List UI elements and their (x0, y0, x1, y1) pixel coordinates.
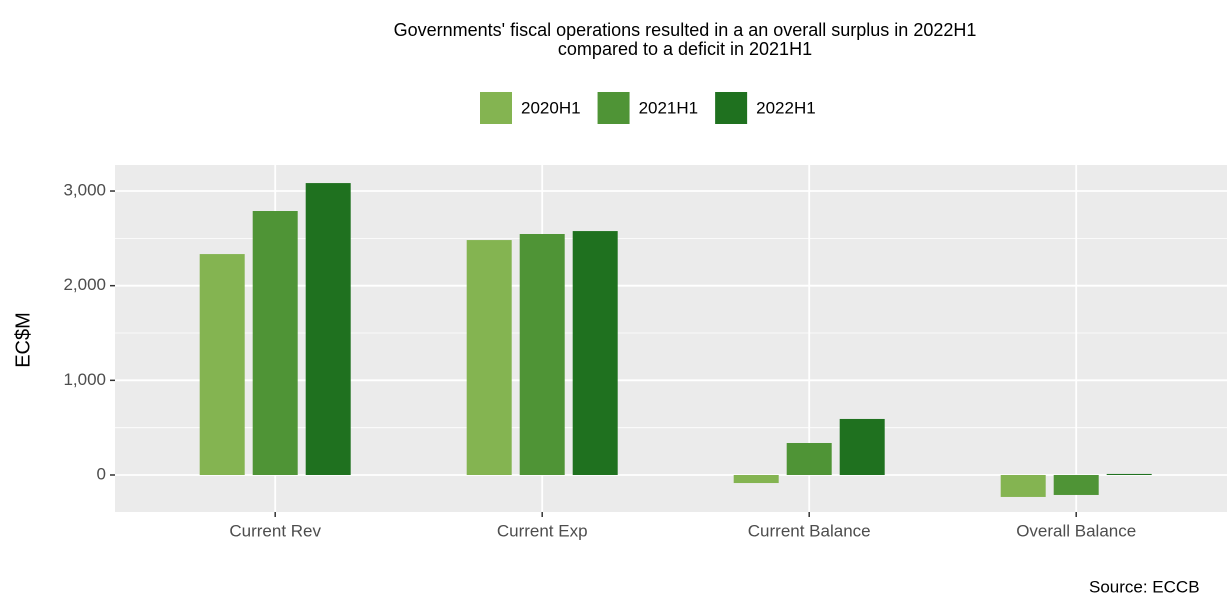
x-tick-label: Current Exp (497, 521, 588, 540)
legend-swatch (480, 92, 512, 124)
legend-swatch (715, 92, 748, 124)
bar (1053, 474, 1099, 495)
bar (199, 254, 245, 475)
bar (786, 442, 832, 475)
y-tick-label: 1,000 (63, 370, 106, 389)
bar (305, 183, 351, 475)
bar (733, 474, 779, 484)
legend-label: 2022H1 (756, 98, 816, 117)
bar (519, 234, 565, 475)
bar (466, 240, 512, 475)
legend-label: 2020H1 (521, 98, 581, 117)
bar (1106, 473, 1152, 475)
y-tick-label: 2,000 (63, 275, 106, 294)
bar (839, 418, 885, 475)
x-tick-label: Current Balance (748, 521, 871, 540)
caption: Source: ECCB (1089, 577, 1200, 596)
y-axis-label: EC$M (12, 312, 34, 368)
bar (1000, 474, 1046, 497)
legend-swatch (597, 92, 630, 124)
legend-label: 2021H1 (639, 98, 699, 117)
y-tick-label: 3,000 (63, 181, 106, 200)
plot-panel (115, 165, 1227, 512)
y-tick-label: 0 (97, 464, 106, 483)
x-tick-label: Overall Balance (1016, 521, 1136, 540)
chart-title: Governments' fiscal operations resulted … (394, 20, 977, 59)
bar (252, 211, 298, 475)
bar (572, 231, 618, 475)
x-tick-label: Current Rev (229, 521, 321, 540)
